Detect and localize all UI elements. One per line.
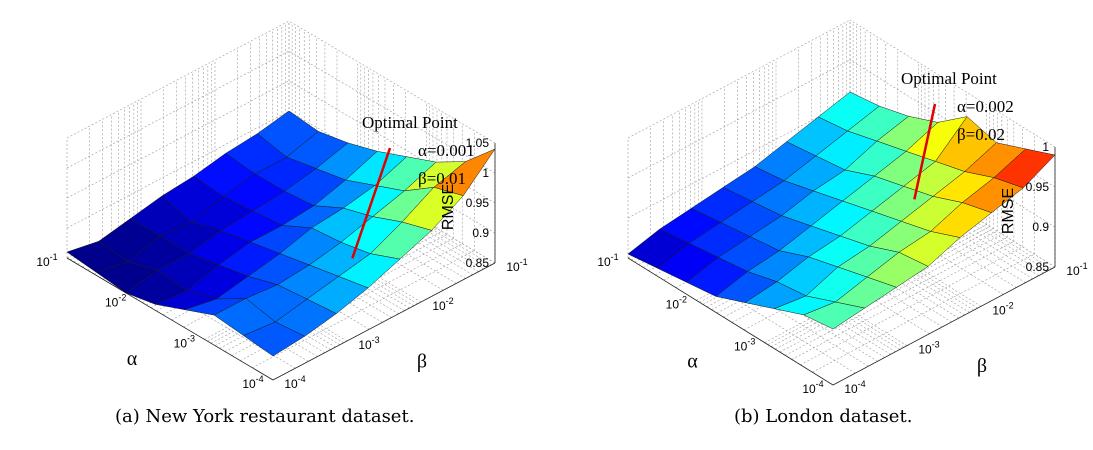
optimal-point-title: Optimal Point: [362, 113, 458, 132]
z-tick-label: 0.95: [466, 196, 490, 210]
beta-tick-label: 10-3: [918, 340, 939, 357]
surface-a: [66, 110, 496, 357]
alpha-tick-label: 10-4: [802, 379, 823, 396]
z-tick-label: 0.9: [472, 226, 489, 240]
beta-axis-label: β: [417, 351, 427, 373]
z-axis-label: RMSE: [1000, 188, 1017, 234]
caption-b: (b) London dataset.: [734, 406, 913, 427]
beta-tick-label: 10-1: [1066, 261, 1087, 278]
z-tick-label: 0.95: [1026, 180, 1050, 194]
alpha-tick-label: 10-2: [105, 293, 126, 310]
alpha-tick-label: 10-3: [734, 337, 755, 354]
optimal-point-pointer: [351, 147, 392, 259]
optimal-alpha-label: α=0.002: [957, 97, 1014, 116]
optimal-point-pointer: [913, 103, 937, 200]
beta-tick-label: 10-1: [506, 257, 527, 274]
optimal-beta-label: β=0.01: [418, 169, 466, 188]
beta-tick-label: 10-3: [358, 335, 379, 352]
z-axis-label: RMSE: [440, 184, 457, 230]
z-tick-label: 1.05: [466, 136, 490, 150]
beta-tick-label: 10-2: [992, 300, 1013, 317]
optimal-point-annotation-a: Optimal Point α=0.001 β=0.01: [351, 113, 475, 259]
z-tick-label: 0.85: [466, 256, 490, 270]
alpha-tick-label: 10-4: [242, 374, 263, 391]
z-tick-label: 1: [482, 166, 489, 180]
beta-tick-label: 10-4: [284, 374, 305, 391]
alpha-tick-label: 10-1: [597, 252, 618, 269]
z-tick-label: 0.85: [1026, 260, 1050, 274]
surface-b: [627, 91, 1056, 330]
caption-a: (a) New York restaurant dataset.: [115, 406, 415, 427]
optimal-point-annotation-b: Optimal Point α=0.002 β=0.02: [901, 69, 1014, 200]
z-tick-label: 0.9: [1032, 220, 1049, 234]
optimal-beta-label: β=0.02: [957, 125, 1005, 144]
alpha-tick-label: 10-3: [174, 333, 195, 350]
surface-patch: [803, 301, 866, 330]
surface-plot-a: 0.85 0.9 0.95 1 1.05 RMSE 10-1 10-2 10-3 10-4 10-4…: [36, 20, 528, 391]
beta-tick-label: 10-2: [432, 296, 453, 313]
z-tick-label: 1: [1042, 140, 1049, 154]
alpha-tick-label: 10-1: [36, 252, 57, 269]
labels-b: 0.85 0.9 0.95 1 RMSE 10-1 10-2 10-3 10-4 10-4 10-3…: [597, 140, 1087, 396]
labels-a: 0.85 0.9 0.95 1 1.05 RMSE 10-1 10-2 10-3 10-4 10-4…: [36, 136, 527, 391]
optimal-alpha-label: α=0.001: [418, 141, 475, 160]
chart-panel-a: 0.85 0.9 0.95 1 1.05 RMSE 10-1 10-2 10-3 10-4 10-4…: [0, 0, 546, 450]
beta-axis-label: β: [977, 355, 987, 377]
surface-patch: [243, 321, 306, 357]
alpha-tick-label: 10-2: [666, 294, 687, 311]
surface-plot-b: 0.85 0.9 0.95 1 RMSE 10-1 10-2 10-3 10-4 10-4 10-3…: [597, 19, 1088, 396]
optimal-point-title: Optimal Point: [901, 69, 997, 88]
chart-panel-b: 0.85 0.9 0.95 1 RMSE 10-1 10-2 10-3 10-4 10-4 10-3…: [546, 0, 1093, 450]
alpha-axis-label: α: [687, 351, 698, 373]
beta-tick-label: 10-4: [844, 379, 865, 396]
alpha-axis-label: α: [127, 348, 138, 370]
